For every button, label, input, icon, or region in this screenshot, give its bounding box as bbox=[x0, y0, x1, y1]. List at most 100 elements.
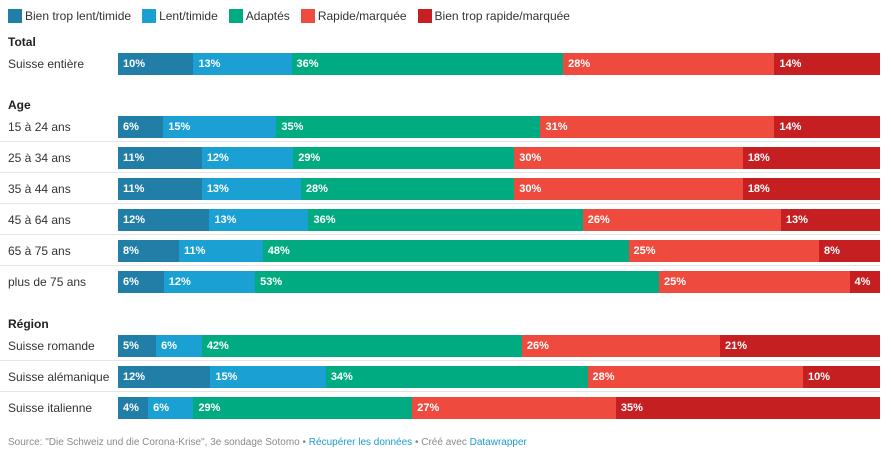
bar-segment-rapide-marquee[interactable]: 27% bbox=[412, 397, 616, 419]
legend-item-lent-timide[interactable]: Lent/timide bbox=[142, 9, 218, 23]
data-label: 11% bbox=[123, 152, 145, 164]
bar-segment-adaptes[interactable]: 35% bbox=[276, 116, 541, 138]
bar-segment-bien-trop-rapide-marquee[interactable]: 21% bbox=[719, 335, 880, 357]
data-label: 12% bbox=[168, 276, 191, 288]
data-label: 6% bbox=[153, 402, 170, 414]
bar-segment-adaptes[interactable]: 29% bbox=[193, 397, 413, 419]
data-label: 48% bbox=[267, 245, 290, 257]
bar-segment-bien-trop-rapide-marquee[interactable]: 13% bbox=[780, 209, 880, 231]
legend-item-adaptes[interactable]: Adaptés bbox=[228, 9, 290, 23]
bar-segment-bien-trop-lent-timide[interactable]: 5% bbox=[118, 335, 157, 357]
stacked-bar: 11% 13% 28% 30% 18% bbox=[118, 178, 880, 200]
data-label: 36% bbox=[296, 58, 319, 70]
bar-segment-lent-timide[interactable]: 13% bbox=[209, 209, 309, 231]
bar-segment-adaptes[interactable]: 28% bbox=[300, 178, 515, 200]
data-label: 18% bbox=[747, 152, 770, 164]
bar-segment-adaptes[interactable]: 34% bbox=[325, 366, 588, 388]
bar-segment-adaptes[interactable]: 48% bbox=[262, 240, 629, 262]
bar-segment-adaptes[interactable]: 36% bbox=[291, 53, 564, 75]
bar-segment-lent-timide[interactable]: 12% bbox=[201, 147, 294, 169]
stacked-bar: 8% 11% 48% 25% 8% bbox=[118, 240, 880, 262]
data-label: 26% bbox=[587, 214, 610, 226]
row-label: 25 à 34 ans bbox=[8, 151, 71, 165]
bar-segment-bien-trop-lent-timide[interactable]: 11% bbox=[118, 147, 202, 169]
row-label: plus de 75 ans bbox=[8, 275, 87, 289]
data-label: 31% bbox=[545, 121, 568, 133]
bar-segment-lent-timide[interactable]: 13% bbox=[193, 53, 292, 75]
bar-segment-adaptes[interactable]: 36% bbox=[308, 209, 583, 231]
bar-segment-rapide-marquee[interactable]: 30% bbox=[514, 178, 743, 200]
bar-segment-adaptes[interactable]: 29% bbox=[293, 147, 515, 169]
bar-segment-lent-timide[interactable]: 15% bbox=[163, 116, 277, 138]
bar-segment-rapide-marquee[interactable]: 26% bbox=[582, 209, 781, 231]
legend-item-bien-trop-rapide-marquee[interactable]: Bien trop rapide/marquée bbox=[417, 9, 570, 23]
data-label: 4% bbox=[854, 276, 871, 288]
legend-item-bien-trop-lent-timide[interactable]: Bien trop lent/timide bbox=[8, 9, 131, 23]
bar-segment-bien-trop-rapide-marquee[interactable]: 18% bbox=[742, 178, 880, 200]
data-label: 28% bbox=[568, 58, 591, 70]
bar-segment-bien-trop-lent-timide[interactable]: 8% bbox=[118, 240, 179, 262]
bar-segment-adaptes[interactable]: 53% bbox=[255, 271, 660, 293]
bar-segment-rapide-marquee[interactable]: 25% bbox=[628, 240, 820, 262]
bar-row-45-a-64-ans: 45 à 64 ans 12% 13% 36% 26% 13% bbox=[0, 209, 891, 235]
bar-segment-rapide-marquee[interactable]: 30% bbox=[514, 147, 743, 169]
data-label: 30% bbox=[519, 152, 542, 164]
data-label: 21% bbox=[724, 340, 747, 352]
bar-segment-rapide-marquee[interactable]: 28% bbox=[587, 366, 803, 388]
bar-segment-rapide-marquee[interactable]: 31% bbox=[540, 116, 775, 138]
row-divider bbox=[0, 360, 880, 361]
bar-segment-bien-trop-lent-timide[interactable]: 10% bbox=[118, 53, 194, 75]
data-label: 35% bbox=[620, 402, 643, 414]
bar-segment-bien-trop-lent-timide[interactable]: 4% bbox=[118, 397, 149, 419]
bar-segment-bien-trop-rapide-marquee[interactable]: 8% bbox=[819, 240, 880, 262]
data-label: 8% bbox=[824, 245, 840, 257]
stacked-bar: 11% 12% 29% 30% 18% bbox=[118, 147, 880, 169]
bar-segment-adaptes[interactable]: 42% bbox=[201, 335, 522, 357]
bar-row-suisse-alemanique: Suisse alémanique 12% 15% 34% 28% 10% bbox=[0, 366, 891, 392]
bar-segment-rapide-marquee[interactable]: 26% bbox=[521, 335, 720, 357]
row-label: 45 à 64 ans bbox=[8, 213, 71, 227]
legend: Bien trop lent/timide Lent/timide Adaptés R… bbox=[8, 8, 581, 24]
bar-segment-bien-trop-lent-timide[interactable]: 12% bbox=[118, 209, 210, 231]
data-label: 11% bbox=[183, 245, 206, 257]
bar-row-15-a-24-ans: 15 à 24 ans 6% 15% 35% 31% 14% bbox=[0, 116, 891, 142]
bar-segment-bien-trop-lent-timide[interactable]: 6% bbox=[118, 116, 164, 138]
bar-segment-bien-trop-rapide-marquee[interactable]: 18% bbox=[742, 147, 880, 169]
data-label: 14% bbox=[779, 121, 802, 133]
bar-segment-bien-trop-rapide-marquee[interactable]: 14% bbox=[774, 53, 880, 75]
stacked-bar: 6% 12% 53% 25% 4% bbox=[118, 271, 880, 293]
bar-segment-bien-trop-lent-timide[interactable]: 6% bbox=[118, 271, 164, 293]
bar-segment-lent-timide[interactable]: 12% bbox=[163, 271, 256, 293]
bar-segment-bien-trop-lent-timide[interactable]: 11% bbox=[118, 178, 202, 200]
data-label: 4% bbox=[123, 402, 139, 414]
bar-segment-lent-timide[interactable]: 6% bbox=[156, 335, 202, 357]
bar-segment-lent-timide[interactable]: 11% bbox=[178, 240, 263, 262]
bar-segment-rapide-marquee[interactable]: 25% bbox=[659, 271, 850, 293]
get-data-link[interactable]: Récupérer les données bbox=[308, 437, 413, 448]
row-divider bbox=[0, 141, 880, 142]
data-label: 5% bbox=[123, 340, 139, 352]
bar-segment-lent-timide[interactable]: 6% bbox=[148, 397, 194, 419]
datawrapper-link[interactable]: Datawrapper bbox=[469, 437, 527, 448]
row-divider bbox=[0, 234, 880, 235]
bar-segment-lent-timide[interactable]: 13% bbox=[201, 178, 301, 200]
bar-row-25-a-34-ans: 25 à 34 ans 11% 12% 29% 30% 18% bbox=[0, 147, 891, 173]
data-label: 6% bbox=[123, 121, 139, 133]
bar-segment-rapide-marquee[interactable]: 28% bbox=[563, 53, 775, 75]
data-label: 28% bbox=[305, 183, 328, 195]
bar-segment-lent-timide[interactable]: 15% bbox=[210, 366, 326, 388]
data-label: 53% bbox=[260, 276, 283, 288]
bar-segment-bien-trop-rapide-marquee[interactable]: 4% bbox=[849, 271, 880, 293]
created-with-text: Créé avec bbox=[421, 437, 470, 448]
legend-item-rapide-marquee[interactable]: Rapide/marquée bbox=[300, 9, 407, 23]
data-label: 6% bbox=[161, 340, 177, 352]
data-label: 28% bbox=[592, 371, 615, 383]
stacked-bar: 12% 13% 36% 26% 13% bbox=[118, 209, 880, 231]
bar-segment-bien-trop-rapide-marquee[interactable]: 35% bbox=[615, 397, 880, 419]
bar-segment-bien-trop-rapide-marquee[interactable]: 14% bbox=[774, 116, 880, 138]
stacked-bar: 10% 13% 36% 28% 14% bbox=[118, 53, 880, 75]
bar-segment-bien-trop-rapide-marquee[interactable]: 10% bbox=[803, 366, 880, 388]
bar-segment-bien-trop-lent-timide[interactable]: 12% bbox=[118, 366, 211, 388]
bar-row-suisse-italienne: Suisse italienne 4% 6% 29% 27% 35% bbox=[0, 397, 891, 419]
row-divider bbox=[0, 172, 880, 173]
